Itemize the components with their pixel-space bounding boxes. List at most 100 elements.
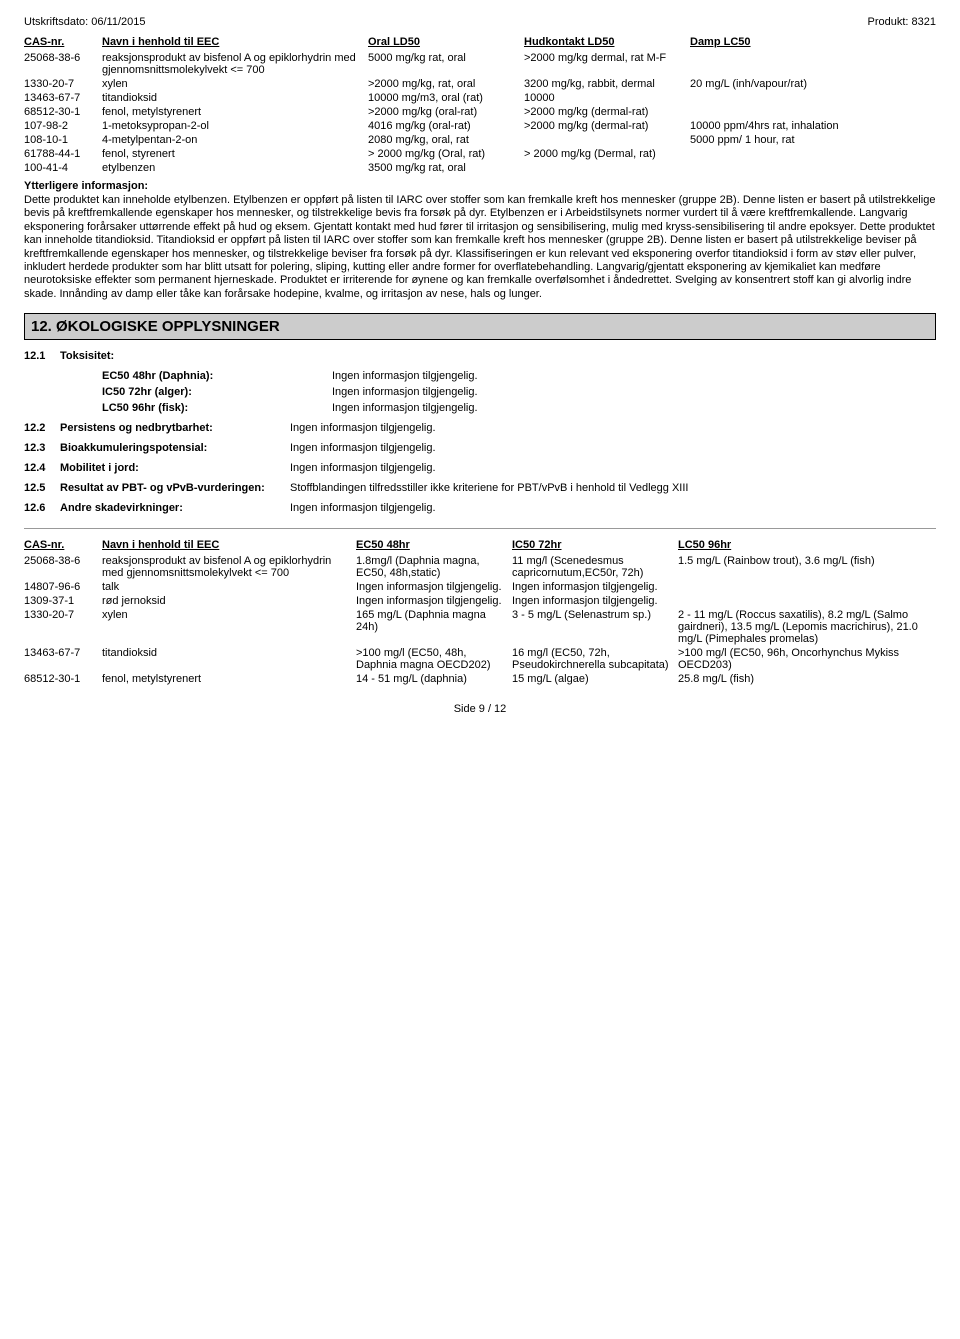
cell-cas: 107-98-2 [24,120,102,132]
section-label: Andre skadevirkninger: [60,502,290,514]
section-row: 12.6Andre skadevirkninger:Ingen informas… [24,502,936,514]
section-label: Mobilitet i jord: [60,462,290,474]
cell-name: 1-metoksypropan-2-ol [102,120,368,132]
cell-hud: >2000 mg/kg dermal, rat M-F [524,52,690,64]
cell-ic: 3 - 5 mg/L (Selenastrum sp.) [512,609,678,621]
kv-row: LC50 96hr (fisk):Ingen informasjon tilgj… [102,402,936,414]
kv-val: Ingen informasjon tilgjengelig. [332,370,936,382]
cell-ec: Ingen informasjon tilgjengelig. [356,595,512,607]
section-row: 12.2Persistens og nedbrytbarhet:Ingen in… [24,422,936,434]
toxicity-table: CAS-nr. Navn i henhold til EEC Oral LD50… [24,36,936,174]
th-oral: Oral LD50 [368,36,524,48]
cell-name: xylen [102,609,356,621]
kv-val: Ingen informasjon tilgjengelig. [332,386,936,398]
cell-damp: 20 mg/L (inh/vapour/rat) [690,78,936,90]
kv-key: EC50 48hr (Daphnia): [102,370,332,382]
table-row: 61788-44-1fenol, styrenert> 2000 mg/kg (… [24,148,936,160]
table-row: 25068-38-6reaksjonsprodukt av bisfenol A… [24,52,936,76]
th-cas: CAS-nr. [24,36,102,48]
cell-name: titandioksid [102,647,356,659]
section-label: Persistens og nedbrytbarhet: [60,422,290,434]
cell-cas: 13463-67-7 [24,92,102,104]
kv-row: EC50 48hr (Daphnia):Ingen informasjon ti… [102,370,936,382]
cell-hud: 3200 mg/kg, rabbit, dermal [524,78,690,90]
kv-row: IC50 72hr (alger):Ingen informasjon tilg… [102,386,936,398]
table-row: 14807-96-6talkIngen informasjon tilgjeng… [24,581,936,593]
table-row: 107-98-21-metoksypropan-2-ol4016 mg/kg (… [24,120,936,132]
s12-1-label: Toksisitet: [60,350,290,362]
cell-cas: 25068-38-6 [24,52,102,64]
cell-name: titandioksid [102,92,368,104]
cell-oral: 3500 mg/kg rat, oral [368,162,524,174]
kv-key: IC50 72hr (alger): [102,386,332,398]
cell-oral: 2080 mg/kg, oral, rat [368,134,524,146]
cell-hud: >2000 mg/kg (dermal-rat) [524,106,690,118]
cell-hud: > 2000 mg/kg (Dermal, rat) [524,148,690,160]
cell-cas: 13463-67-7 [24,647,102,659]
product-id: Produkt: 8321 [868,16,937,28]
cell-cas: 68512-30-1 [24,106,102,118]
section-num: 12.4 [24,462,60,474]
cell-ec: Ingen informasjon tilgjengelig. [356,581,512,593]
cell-ic: 16 mg/l (EC50, 72h, Pseudokirchnerella s… [512,647,678,671]
cell-lc: 2 - 11 mg/L (Roccus saxatilis), 8.2 mg/L… [678,609,936,645]
table-row: 68512-30-1fenol, metylstyrenert14 - 51 m… [24,673,936,685]
section-val: Ingen informasjon tilgjengelig. [290,422,936,434]
eco-table: CAS-nr. Navn i henhold til EEC EC50 48hr… [24,539,936,685]
cell-cas: 100-41-4 [24,162,102,174]
cell-ec: 165 mg/L (Daphnia magna 24h) [356,609,512,633]
kv-key: LC50 96hr (fisk): [102,402,332,414]
table-row: 1330-20-7xylen165 mg/L (Daphnia magna 24… [24,609,936,645]
th-name: Navn i henhold til EEC [102,36,368,48]
th-hud: Hudkontakt LD50 [524,36,690,48]
cell-cas: 61788-44-1 [24,148,102,160]
th2-lc: LC50 96hr [678,539,936,551]
table-row: 100-41-4etylbenzen3500 mg/kg rat, oral [24,162,936,174]
th2-ec: EC50 48hr [356,539,512,551]
cell-name: etylbenzen [102,162,368,174]
table-row: 1309-37-1rød jernoksidIngen informasjon … [24,595,936,607]
print-date: Utskriftsdato: 06/11/2015 [24,16,145,28]
table-row: 1330-20-7xylen>2000 mg/kg, rat, oral3200… [24,78,936,90]
cell-hud: >2000 mg/kg (dermal-rat) [524,120,690,132]
table-row: 108-10-14-metylpentan-2-on2080 mg/kg, or… [24,134,936,146]
section-num: 12.3 [24,442,60,454]
cell-cas: 25068-38-6 [24,555,102,567]
cell-name: fenol, styrenert [102,148,368,160]
section-num: 12.5 [24,482,60,494]
cell-cas: 1330-20-7 [24,609,102,621]
th-damp: Damp LC50 [690,36,936,48]
cell-lc: >100 mg/l (EC50, 96h, Oncorhynchus Mykis… [678,647,936,671]
cell-cas: 108-10-1 [24,134,102,146]
cell-ic: Ingen informasjon tilgjengelig. [512,581,678,593]
cell-cas: 68512-30-1 [24,673,102,685]
section-label: Bioakkumuleringspotensial: [60,442,290,454]
cell-cas: 1330-20-7 [24,78,102,90]
further-info-heading: Ytterligere informasjon: [24,180,936,192]
cell-name: reaksjonsprodukt av bisfenol A og epiklo… [102,555,356,579]
cell-ec: 14 - 51 mg/L (daphnia) [356,673,512,685]
table-row: 68512-30-1fenol, metylstyrenert >2000 mg/… [24,106,936,118]
section-val: Ingen informasjon tilgjengelig. [290,462,936,474]
th2-name: Navn i henhold til EEC [102,539,356,551]
cell-damp: 5000 ppm/ 1 hour, rat [690,134,936,146]
section-row: 12.5Resultat av PBT- og vPvB-vurderingen… [24,482,936,494]
section-row: 12.3Bioakkumuleringspotensial:Ingen info… [24,442,936,454]
cell-oral: >2000 mg/kg, rat, oral [368,78,524,90]
cell-oral: 5000 mg/kg rat, oral [368,52,524,64]
cell-name: reaksjonsprodukt av bisfenol A og epiklo… [102,52,368,76]
s12-1-num: 12.1 [24,350,60,362]
cell-ic: 11 mg/l (Scenedesmus capricornutum,EC50r… [512,555,678,579]
cell-cas: 14807-96-6 [24,581,102,593]
cell-name: fenol, metylstyrenert [102,106,368,118]
cell-name: talk [102,581,356,593]
section-row: 12.4Mobilitet i jord:Ingen informasjon t… [24,462,936,474]
cell-ec: >100 mg/l (EC50, 48h, Daphnia magna OECD… [356,647,512,671]
cell-name: xylen [102,78,368,90]
cell-ic: Ingen informasjon tilgjengelig. [512,595,678,607]
cell-ic: 15 mg/L (algae) [512,673,678,685]
section-val: Ingen informasjon tilgjengelig. [290,502,936,514]
section-num: 12.6 [24,502,60,514]
cell-hud: 10000 [524,92,690,104]
cell-oral: > 2000 mg/kg (Oral, rat) [368,148,524,160]
